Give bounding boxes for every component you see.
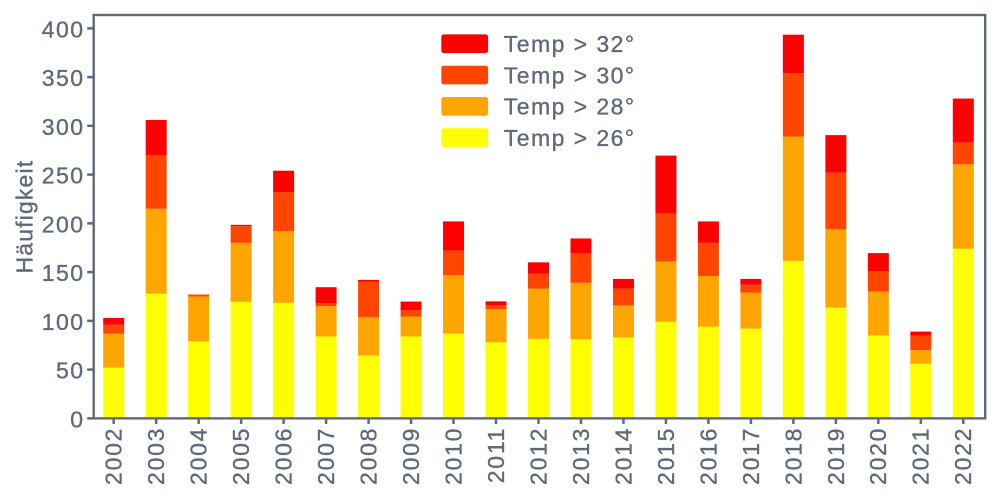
svg-text:100: 100 xyxy=(42,309,85,335)
svg-text:Temp > 30°: Temp > 30° xyxy=(504,62,636,88)
svg-text:2012: 2012 xyxy=(525,427,551,485)
svg-text:2010: 2010 xyxy=(440,427,466,485)
svg-text:2002: 2002 xyxy=(101,427,127,485)
svg-text:2020: 2020 xyxy=(865,427,891,485)
svg-text:2016: 2016 xyxy=(695,427,721,485)
svg-text:Temp > 32°: Temp > 32° xyxy=(504,31,636,57)
svg-text:200: 200 xyxy=(42,211,85,237)
svg-text:2013: 2013 xyxy=(568,427,594,485)
svg-text:Temp > 28°: Temp > 28° xyxy=(504,94,636,120)
svg-text:2009: 2009 xyxy=(398,427,424,485)
svg-text:2014: 2014 xyxy=(610,427,636,485)
svg-text:2005: 2005 xyxy=(228,427,254,485)
svg-text:350: 350 xyxy=(42,65,85,91)
svg-text:Temp > 26°: Temp > 26° xyxy=(504,125,636,151)
svg-text:0: 0 xyxy=(70,406,84,432)
svg-text:2004: 2004 xyxy=(186,427,212,485)
svg-text:2021: 2021 xyxy=(908,427,934,485)
svg-text:2019: 2019 xyxy=(823,427,849,485)
svg-text:2015: 2015 xyxy=(653,427,679,485)
svg-text:2022: 2022 xyxy=(950,427,976,485)
svg-text:150: 150 xyxy=(42,260,85,286)
svg-text:400: 400 xyxy=(42,16,85,42)
svg-text:2003: 2003 xyxy=(143,427,169,485)
svg-text:2018: 2018 xyxy=(780,427,806,485)
svg-text:2007: 2007 xyxy=(313,427,339,485)
svg-text:50: 50 xyxy=(56,358,84,384)
svg-text:300: 300 xyxy=(42,114,85,140)
svg-text:2008: 2008 xyxy=(355,427,381,485)
svg-text:Häufigkeit: Häufigkeit xyxy=(12,160,38,274)
svg-text:250: 250 xyxy=(42,163,85,189)
svg-text:2011: 2011 xyxy=(483,427,509,483)
svg-text:2017: 2017 xyxy=(738,427,764,485)
svg-text:2006: 2006 xyxy=(271,427,297,485)
